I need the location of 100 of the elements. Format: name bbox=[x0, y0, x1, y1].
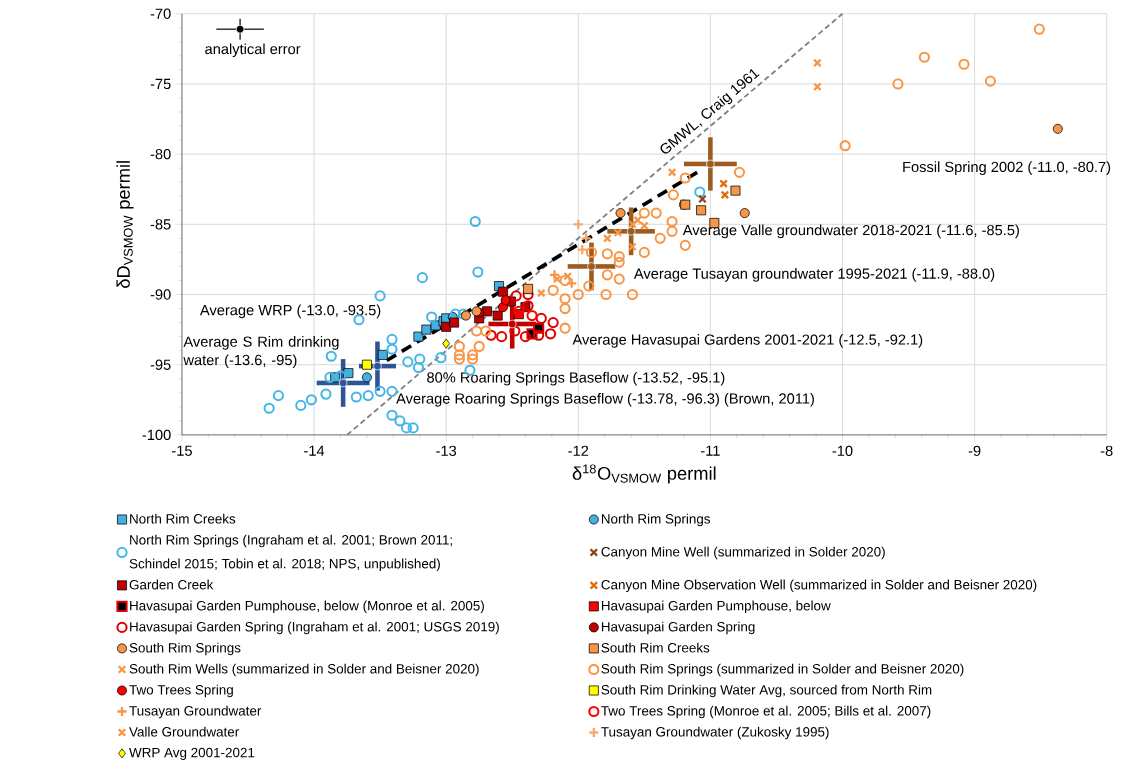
legend-label: Garden Creek bbox=[129, 579, 214, 590]
point bbox=[666, 225, 678, 237]
legend-label: WRP Avg 2001-2021 bbox=[129, 747, 255, 760]
point bbox=[361, 359, 372, 370]
point bbox=[361, 372, 372, 383]
point bbox=[720, 190, 730, 200]
point bbox=[485, 329, 497, 341]
legend-label: Valle Groundwater bbox=[129, 726, 239, 737]
y-tick-label: -100 bbox=[142, 429, 171, 440]
point bbox=[601, 269, 613, 281]
y-tick-label: -85 bbox=[150, 219, 171, 230]
point bbox=[535, 312, 547, 324]
point bbox=[839, 140, 851, 152]
point bbox=[325, 350, 337, 362]
point bbox=[1052, 123, 1063, 134]
point bbox=[559, 302, 571, 315]
point bbox=[638, 246, 650, 258]
point bbox=[453, 349, 465, 361]
y-tick-label: -95 bbox=[150, 359, 171, 370]
point bbox=[812, 82, 822, 92]
point bbox=[343, 368, 354, 378]
annotation: Average Havasupai Gardens 2001-2021 (-12.5, -92.1) bbox=[572, 333, 923, 348]
point bbox=[572, 218, 584, 230]
x-tick-label: -11 bbox=[700, 445, 720, 456]
legend-label: Havasupai Garden Spring (Ingraham et al. 2001; USGS 2019) bbox=[130, 621, 499, 635]
annotation: 80% Roaring Springs Baseflow (-13.52, -95.1) bbox=[427, 371, 725, 386]
point bbox=[639, 221, 649, 230]
legend-label: North Rim Creeks bbox=[130, 513, 236, 524]
point bbox=[559, 322, 571, 334]
x-tick-label: -15 bbox=[172, 445, 192, 456]
point bbox=[453, 340, 465, 352]
point bbox=[421, 324, 432, 335]
legend-label: Havasupai Garden Spring bbox=[601, 621, 755, 635]
point bbox=[413, 331, 424, 342]
point bbox=[467, 353, 479, 365]
point bbox=[472, 266, 484, 278]
y-tick-label: -70 bbox=[150, 8, 171, 19]
point bbox=[374, 385, 386, 397]
x-axis-title: δ$^{18}$O$_{VSMOW}$ permil bbox=[572, 464, 716, 484]
point bbox=[449, 317, 460, 328]
x-tick-label: -10 bbox=[832, 445, 853, 456]
point bbox=[559, 293, 571, 305]
legend-label: North Rim Springs bbox=[601, 513, 711, 527]
point bbox=[509, 325, 521, 337]
point bbox=[666, 215, 678, 227]
point bbox=[698, 194, 707, 204]
x-tick-label: -9 bbox=[968, 445, 981, 456]
point bbox=[613, 256, 625, 268]
point bbox=[602, 233, 612, 243]
point bbox=[918, 51, 930, 63]
point bbox=[480, 325, 492, 337]
x-tick-label: -14 bbox=[304, 445, 325, 456]
legend-label: North Rim Springs (Ingraham et al. 2001; Brown 2011; Schindel 2015; Tobin et al. 2018; NPS, unpublished) bbox=[129, 534, 452, 571]
point bbox=[498, 286, 508, 297]
annotation: Average S Rim drinking water (-13.6, -95) bbox=[183, 335, 339, 368]
legend-label: South Rim Creeks bbox=[601, 642, 710, 653]
point bbox=[613, 250, 625, 263]
point bbox=[585, 246, 598, 258]
point bbox=[469, 215, 481, 227]
annotation: Fossil Spring 2002 (-11.0, -80.7) bbox=[903, 161, 1111, 175]
point bbox=[426, 311, 438, 323]
legend-label: Two Trees Spring (Monroe et al. 2005; Bills et al. 2007) bbox=[601, 705, 931, 719]
point bbox=[386, 343, 398, 355]
point bbox=[730, 185, 741, 196]
point bbox=[572, 288, 584, 300]
legend-label: Havasupai Garden Pumphouse, below (Monroe et al. 2005) bbox=[130, 600, 484, 613]
point bbox=[958, 58, 970, 70]
legend-label: Tusayan Groundwater (Zukosky 1995) bbox=[601, 726, 829, 740]
point bbox=[679, 239, 691, 251]
point bbox=[305, 394, 317, 406]
point bbox=[679, 172, 691, 184]
point bbox=[739, 208, 750, 218]
point bbox=[453, 353, 465, 365]
point bbox=[510, 290, 522, 302]
point bbox=[696, 205, 707, 216]
point bbox=[548, 269, 561, 281]
point bbox=[633, 215, 643, 225]
point bbox=[536, 288, 546, 298]
point bbox=[334, 370, 347, 382]
legend-label: Canyon Mine Well (summarized in Solder 2020) bbox=[601, 546, 885, 560]
y-tick-label: -80 bbox=[150, 148, 171, 160]
point bbox=[386, 385, 398, 397]
legend-label: South Rim Springs bbox=[129, 642, 241, 656]
point bbox=[526, 309, 538, 322]
point bbox=[461, 310, 471, 321]
point bbox=[377, 349, 388, 360]
point bbox=[533, 329, 545, 341]
point bbox=[984, 75, 997, 87]
legend-label: Two Trees Spring bbox=[129, 684, 233, 698]
point bbox=[386, 409, 398, 421]
point bbox=[402, 356, 414, 368]
point bbox=[350, 391, 362, 403]
point bbox=[812, 58, 822, 68]
point bbox=[601, 248, 613, 260]
point bbox=[492, 310, 503, 321]
point bbox=[733, 166, 746, 178]
point bbox=[414, 353, 426, 365]
point bbox=[400, 422, 413, 434]
point bbox=[519, 330, 532, 343]
point bbox=[412, 361, 425, 373]
